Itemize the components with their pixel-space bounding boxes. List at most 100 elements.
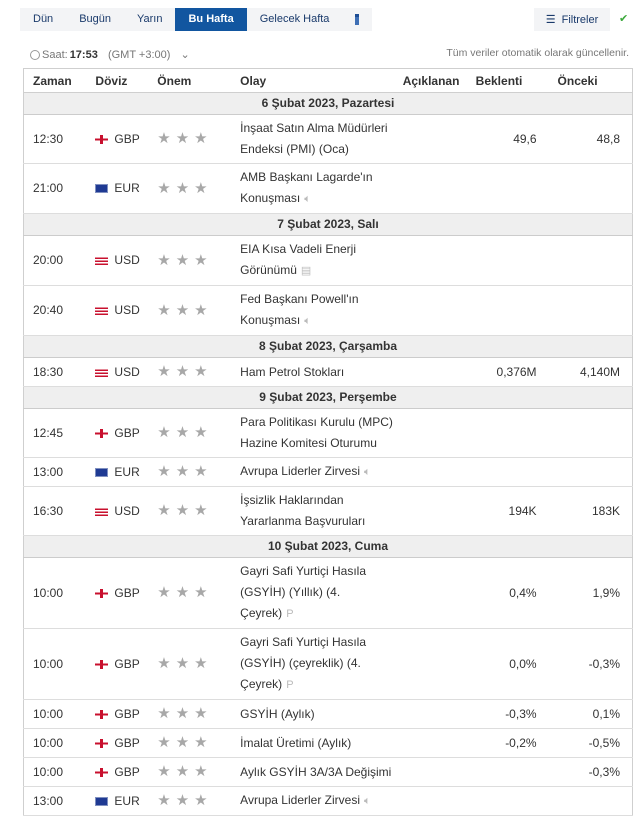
event-row[interactable]: 12:45 GBP ★★★ Para Politikası Kurulu (MPC) … — [23, 408, 633, 458]
event-row[interactable]: 21:00 EUR ★★★ AMB Başkanı Lagarde'ın Konuşm… — [23, 163, 633, 214]
event-name[interactable]: Avrupa Liderler Zirvesi — [240, 793, 360, 807]
checkmark-icon: ✔ — [619, 13, 629, 25]
column-header: Zaman — [23, 68, 87, 93]
importance-stars: ★★★ — [148, 235, 232, 286]
importance-stars: ★★★ — [148, 357, 232, 387]
event-forecast — [466, 235, 549, 286]
event-row[interactable]: 10:00 GBP ★★★ Gayri Safi Yurtiçi Hasıla (GS… — [23, 628, 633, 700]
event-name[interactable]: EIA Kısa Vadeli Enerji Görünümü — [240, 242, 357, 277]
event-name[interactable]: Aylık GSYİH 3A/3A Değişimi — [240, 764, 392, 779]
document-icon: ▤ — [300, 265, 312, 277]
sliders-icon: ☰ — [545, 14, 556, 26]
event-row[interactable]: 20:40 USD ★★★ Fed Başkanı Powell'ın Konuşma… — [23, 285, 633, 336]
star-icons: ★★★ — [157, 301, 213, 319]
event-name-cell[interactable]: Fed Başkanı Powell'ın Konuşması 🔈︎ — [231, 285, 394, 336]
event-currency: GBP — [86, 699, 149, 729]
event-name-cell[interactable]: AMB Başkanı Lagarde'ın Konuşması 🔈︎ — [231, 163, 394, 214]
event-name-cell[interactable]: İnşaat Satın Alma Müdürleri Endeksi (PMI… — [231, 114, 394, 164]
event-name-cell[interactable]: Avrupa Liderler Zirvesi 🔈︎ — [231, 786, 394, 816]
event-name[interactable]: AMB Başkanı Lagarde'ın Konuşması — [240, 170, 373, 205]
event-forecast — [466, 786, 549, 816]
event-previous — [548, 235, 633, 286]
currency-code: GBP — [114, 131, 140, 146]
event-row[interactable]: 13:00 EUR ★★★ Avrupa Liderler Zirvesi 🔈︎ — [23, 457, 633, 487]
event-name[interactable]: İşsizlik Haklarından Yararlanma Başvurul… — [240, 493, 366, 528]
tab-0[interactable]: Dün — [33, 13, 54, 25]
importance-stars: ★★★ — [148, 408, 232, 458]
event-name[interactable]: Fed Başkanı Powell'ın Konuşması — [240, 292, 359, 327]
event-time: 20:00 — [23, 235, 87, 286]
tab-4[interactable]: Gelecek Hafta — [259, 13, 330, 25]
event-row[interactable]: 13:00 EUR ★★★ Avrupa Liderler Zirvesi 🔈︎ — [23, 786, 633, 816]
tab-1[interactable]: Bugün — [79, 13, 111, 25]
table-header: Zaman Döviz Önem Olay Açıklanan Beklenti Öncek… — [23, 68, 633, 93]
filters-button[interactable]: ☰ Filtreler — [534, 8, 610, 31]
event-actual — [393, 728, 467, 758]
star-icons: ★★★ — [157, 763, 213, 780]
event-name-cell[interactable]: İşsizlik Haklarından Yararlanma Başvurul… — [231, 486, 394, 536]
tab-2[interactable]: Yarın — [137, 13, 163, 25]
flag-usd-icon — [95, 506, 109, 516]
event-actual — [393, 235, 467, 286]
column-header: Açıklanan — [393, 68, 467, 93]
event-forecast — [466, 457, 549, 487]
flag-gbp-icon — [95, 659, 109, 669]
event-forecast: -0,2% — [466, 728, 549, 758]
currency-code: EUR — [114, 181, 140, 195]
speaker-icon: 🔈︎ — [304, 315, 311, 327]
event-name[interactable]: Ham Petrol Stokları — [240, 364, 345, 379]
speaker-icon: 🔈︎ — [364, 795, 371, 807]
event-name[interactable]: Para Politikası Kurulu (MPC) Hazine Komi… — [240, 415, 393, 450]
event-name[interactable]: Gayri Safi Yurtiçi Hasıla (GSYİH) (çeyre… — [240, 635, 366, 691]
event-name-cell[interactable]: Ham Petrol Stokları — [231, 357, 394, 387]
event-name[interactable]: İnşaat Satın Alma Müdürleri Endeksi (PMI… — [240, 121, 388, 156]
event-name-cell[interactable]: GSYİH (Aylık) — [231, 699, 394, 729]
importance-stars: ★★★ — [148, 114, 232, 164]
star-icons: ★★★ — [157, 655, 213, 672]
preliminary-icon: P — [286, 608, 294, 620]
event-name[interactable]: İmalat Üretimi (Aylık) — [240, 735, 352, 750]
event-row[interactable]: 10:00 GBP ★★★ GSYİH (Aylık) -0,3% 0,1% — [23, 699, 633, 729]
event-name-cell[interactable]: Gayri Safi Yurtiçi Hasıla (GSYİH) (çeyre… — [231, 628, 394, 700]
event-name[interactable]: Avrupa Liderler Zirvesi — [240, 464, 360, 478]
calendar-button[interactable] — [342, 8, 372, 31]
event-forecast: 49,6 — [466, 114, 549, 164]
timezone-selector[interactable]: Saat: 17:53 (GMT +3:00) ⌄ — [30, 48, 190, 61]
currency-code: EUR — [114, 464, 140, 479]
star-icons: ★★★ — [157, 130, 213, 147]
event-currency: EUR — [86, 786, 149, 816]
event-row[interactable]: 16:30 USD ★★★ İşsizlik Haklarından Yararlan… — [23, 486, 633, 536]
event-name-cell[interactable]: Gayri Safi Yurtiçi Hasıla (GSYİH) (Yıllı… — [231, 557, 394, 629]
importance-stars: ★★★ — [148, 757, 232, 787]
event-time: 10:00 — [23, 728, 87, 758]
event-name-cell[interactable]: İmalat Üretimi (Aylık) — [231, 728, 394, 758]
timezone: (GMT +3:00) — [107, 48, 171, 61]
event-actual — [393, 786, 467, 816]
event-name-cell[interactable]: Aylık GSYİH 3A/3A Değişimi — [231, 757, 394, 787]
event-row[interactable]: 20:00 USD ★★★ EIA Kısa Vadeli Enerji Görünü… — [23, 235, 633, 286]
event-time: 10:00 — [23, 757, 87, 787]
event-name-cell[interactable]: Para Politikası Kurulu (MPC) Hazine Komi… — [231, 408, 394, 458]
importance-stars: ★★★ — [148, 728, 232, 758]
event-row[interactable]: 10:00 GBP ★★★ Gayri Safi Yurtiçi Hasıla (GS… — [23, 557, 633, 629]
star-icons: ★★★ — [157, 363, 213, 380]
event-name-cell[interactable]: Avrupa Liderler Zirvesi 🔈︎ — [231, 457, 394, 487]
event-name-cell[interactable]: EIA Kısa Vadeli Enerji Görünümü ▤ — [231, 235, 394, 286]
event-currency: GBP — [86, 408, 149, 458]
currency-code: USD — [114, 253, 140, 267]
star-icons: ★★★ — [157, 734, 213, 751]
event-row[interactable]: 10:00 GBP ★★★ İmalat Üretimi (Aylık) -0,2% -0… — [23, 728, 633, 758]
event-row[interactable]: 18:30 USD ★★★ Ham Petrol Stokları 0,376M 4,14… — [23, 357, 633, 387]
star-icons: ★★★ — [157, 463, 213, 480]
day-label: 8 Şubat 2023, Çarşamba — [23, 335, 633, 358]
event-actual — [393, 699, 467, 729]
event-name[interactable]: Gayri Safi Yurtiçi Hasıla (GSYİH) (Yıllı… — [240, 564, 366, 620]
event-row[interactable]: 12:30 GBP ★★★ İnşaat Satın Alma Müdürleri E… — [23, 114, 633, 164]
flag-eur-icon — [95, 184, 109, 193]
tab-3[interactable]: Bu Hafta — [175, 8, 247, 31]
event-name[interactable]: GSYİH (Aylık) — [240, 706, 315, 721]
flag-gbp-icon — [95, 134, 109, 144]
date-tabs: Dün Bugün Yarın Bu Hafta Gelecek Hafta — [20, 8, 373, 31]
event-previous: 1,9% — [548, 557, 633, 629]
event-row[interactable]: 10:00 GBP ★★★ Aylık GSYİH 3A/3A Değişimi -0,… — [23, 757, 633, 787]
